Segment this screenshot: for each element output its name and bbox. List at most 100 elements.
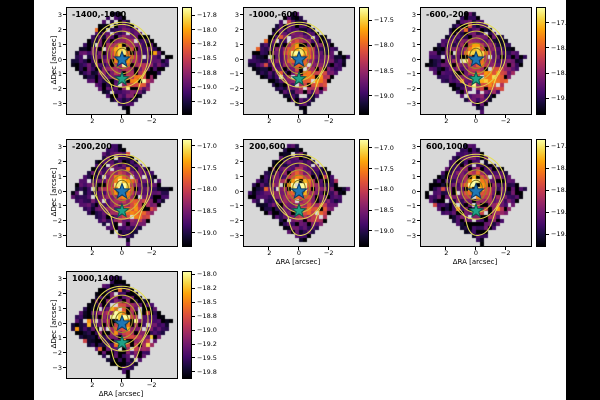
y-tick-mark [63,307,66,309]
y-tick-label: −2 [406,217,416,226]
colorbar-tick-label: −17.5 [197,163,217,172]
colorbar-tick-label: −18.8 [197,68,217,77]
colorbar-tick-label: −17.8 [197,10,217,19]
colorbar-tick-mark [192,287,195,289]
x-tick-mark [91,379,93,382]
panel-title: 600,1000 [426,142,469,151]
colorbar [359,139,369,247]
x-tick-mark [150,115,152,118]
blue-star-icon [113,314,131,332]
y-tick-mark [63,145,66,147]
colorbar-tick-mark [546,211,549,213]
x-tick-label: 2 [444,117,449,125]
colorbar [182,271,192,379]
y-axis-label: ΔDec [arcsec] [50,35,58,85]
y-tick-mark [63,58,66,60]
x-tick-label: −2 [146,117,157,125]
y-tick-label: 1 [234,172,239,181]
y-tick-label: 0 [411,55,416,64]
y-axis-label: ΔDec [arcsec] [50,299,58,349]
colorbar-tick-mark [369,95,372,97]
colorbar-tick-mark [192,57,195,59]
y-tick-label: 1 [57,172,62,181]
colorbar-tick-label: −19.2 [197,97,217,106]
y-tick-label: −3 [406,232,416,241]
contour-overlay [92,21,153,105]
x-tick-mark [475,115,476,118]
colorbar-tick-label: −17.0 [197,141,217,150]
colorbar-tick-mark [192,301,195,303]
y-tick-mark [240,220,243,222]
y-tick-mark [417,205,420,207]
panel-title: 200,600 [249,142,286,151]
colorbar-tick-label: −18.0 [551,163,571,172]
colorbar-tick-mark [546,47,549,49]
x-tick-label: 2 [267,249,272,257]
x-tick-label: 2 [267,117,272,125]
y-tick-mark [240,43,243,45]
x-tick-label: 0 [473,117,479,125]
x-tick-label: 0 [473,249,479,257]
contour-overlay [269,153,330,237]
colorbar-tick-mark [192,14,195,16]
y-tick-mark [417,235,420,237]
colorbar-tick-label: −18.5 [551,186,571,195]
y-tick-mark [240,175,243,177]
y-tick-mark [63,322,66,324]
panel-title: -600,-200 [426,10,470,19]
colorbar-tick-mark [369,188,372,190]
x-tick-label: 0 [119,117,125,125]
colorbar-tick-label: −17.5 [551,141,571,150]
y-tick-label: −3 [52,232,62,241]
blue-star-icon [113,50,131,68]
x-tick-label: −2 [146,249,157,257]
blue-star-icon [467,182,485,200]
colorbar-tick-mark [192,232,195,234]
colorbar-tick-mark [546,233,549,235]
colorbar-tick-mark [369,44,372,46]
blue-star-icon [467,50,485,68]
y-tick-label: −1 [406,70,416,79]
x-tick-label: 2 [444,249,449,257]
colorbar-tick-label: −17.5 [551,18,571,27]
colorbar-tick-label: −19.5 [551,230,571,239]
plot-axes: -1000,-600 [243,7,355,115]
contour-overlay [446,21,507,105]
y-tick-label: 0 [234,187,239,196]
colorbar-tick-mark [192,343,195,345]
colorbar-tick-mark [192,329,195,331]
colorbar-tick-label: −18.5 [374,205,394,214]
y-tick-mark [417,43,420,45]
colorbar-tick-mark [192,167,195,169]
y-tick-label: −2 [52,85,62,94]
colorbar-tick-label: −19.0 [197,228,217,237]
x-tick-mark [121,379,122,382]
y-tick-label: 2 [57,289,62,298]
y-tick-mark [417,103,420,105]
colorbar-tick-mark [192,43,195,45]
x-tick-mark [91,115,93,118]
y-tick-mark [63,28,66,30]
y-tick-label: 1 [411,40,416,49]
y-tick-mark [417,190,420,192]
colorbar-tick-mark [369,147,372,149]
y-tick-mark [63,13,66,15]
colorbar-tick-mark [192,371,195,373]
y-tick-mark [240,160,243,162]
blue-star-icon [113,182,131,200]
colorbar-tick-label: −19.0 [197,325,217,334]
y-tick-label: 3 [234,142,239,151]
plot-axes: 600,1000 [420,139,532,247]
y-tick-label: 3 [411,142,416,151]
y-tick-mark [63,160,66,162]
colorbar-tick-mark [192,188,195,190]
y-tick-mark [63,235,66,237]
contour-overlay [92,153,153,237]
colorbar-tick-label: −18.2 [197,39,217,48]
y-tick-mark [63,88,66,90]
colorbar-tick-label: −18.0 [551,43,571,52]
y-tick-label: −1 [229,70,239,79]
colorbar-tick-label: −19.0 [374,91,394,100]
y-tick-label: 0 [57,319,62,328]
colorbar-tick-mark [192,145,195,147]
